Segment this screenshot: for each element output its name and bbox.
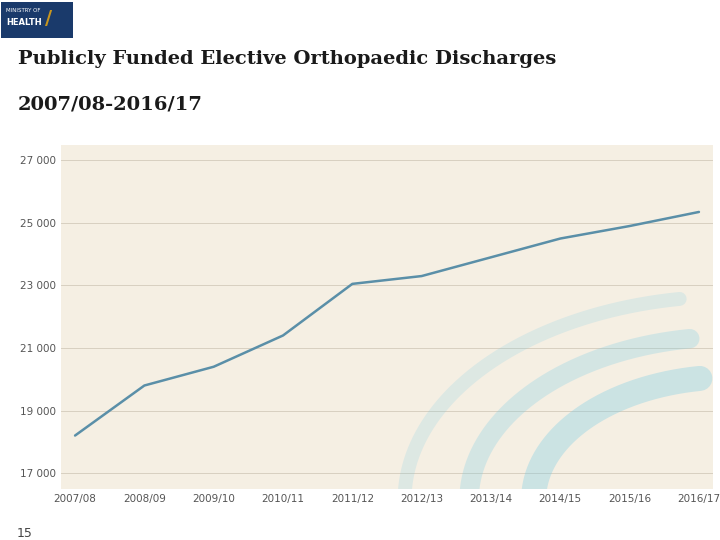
Text: 2007/08-2016/17: 2007/08-2016/17 bbox=[18, 95, 203, 113]
Text: HEALTH: HEALTH bbox=[6, 18, 41, 27]
Text: /: / bbox=[45, 9, 53, 28]
FancyBboxPatch shape bbox=[1, 2, 73, 38]
Text: Publicly Funded Elective Orthopaedic Discharges: Publicly Funded Elective Orthopaedic Dis… bbox=[18, 50, 557, 68]
Text: MINISTRY OF: MINISTRY OF bbox=[6, 8, 40, 12]
Text: 15: 15 bbox=[16, 527, 32, 540]
